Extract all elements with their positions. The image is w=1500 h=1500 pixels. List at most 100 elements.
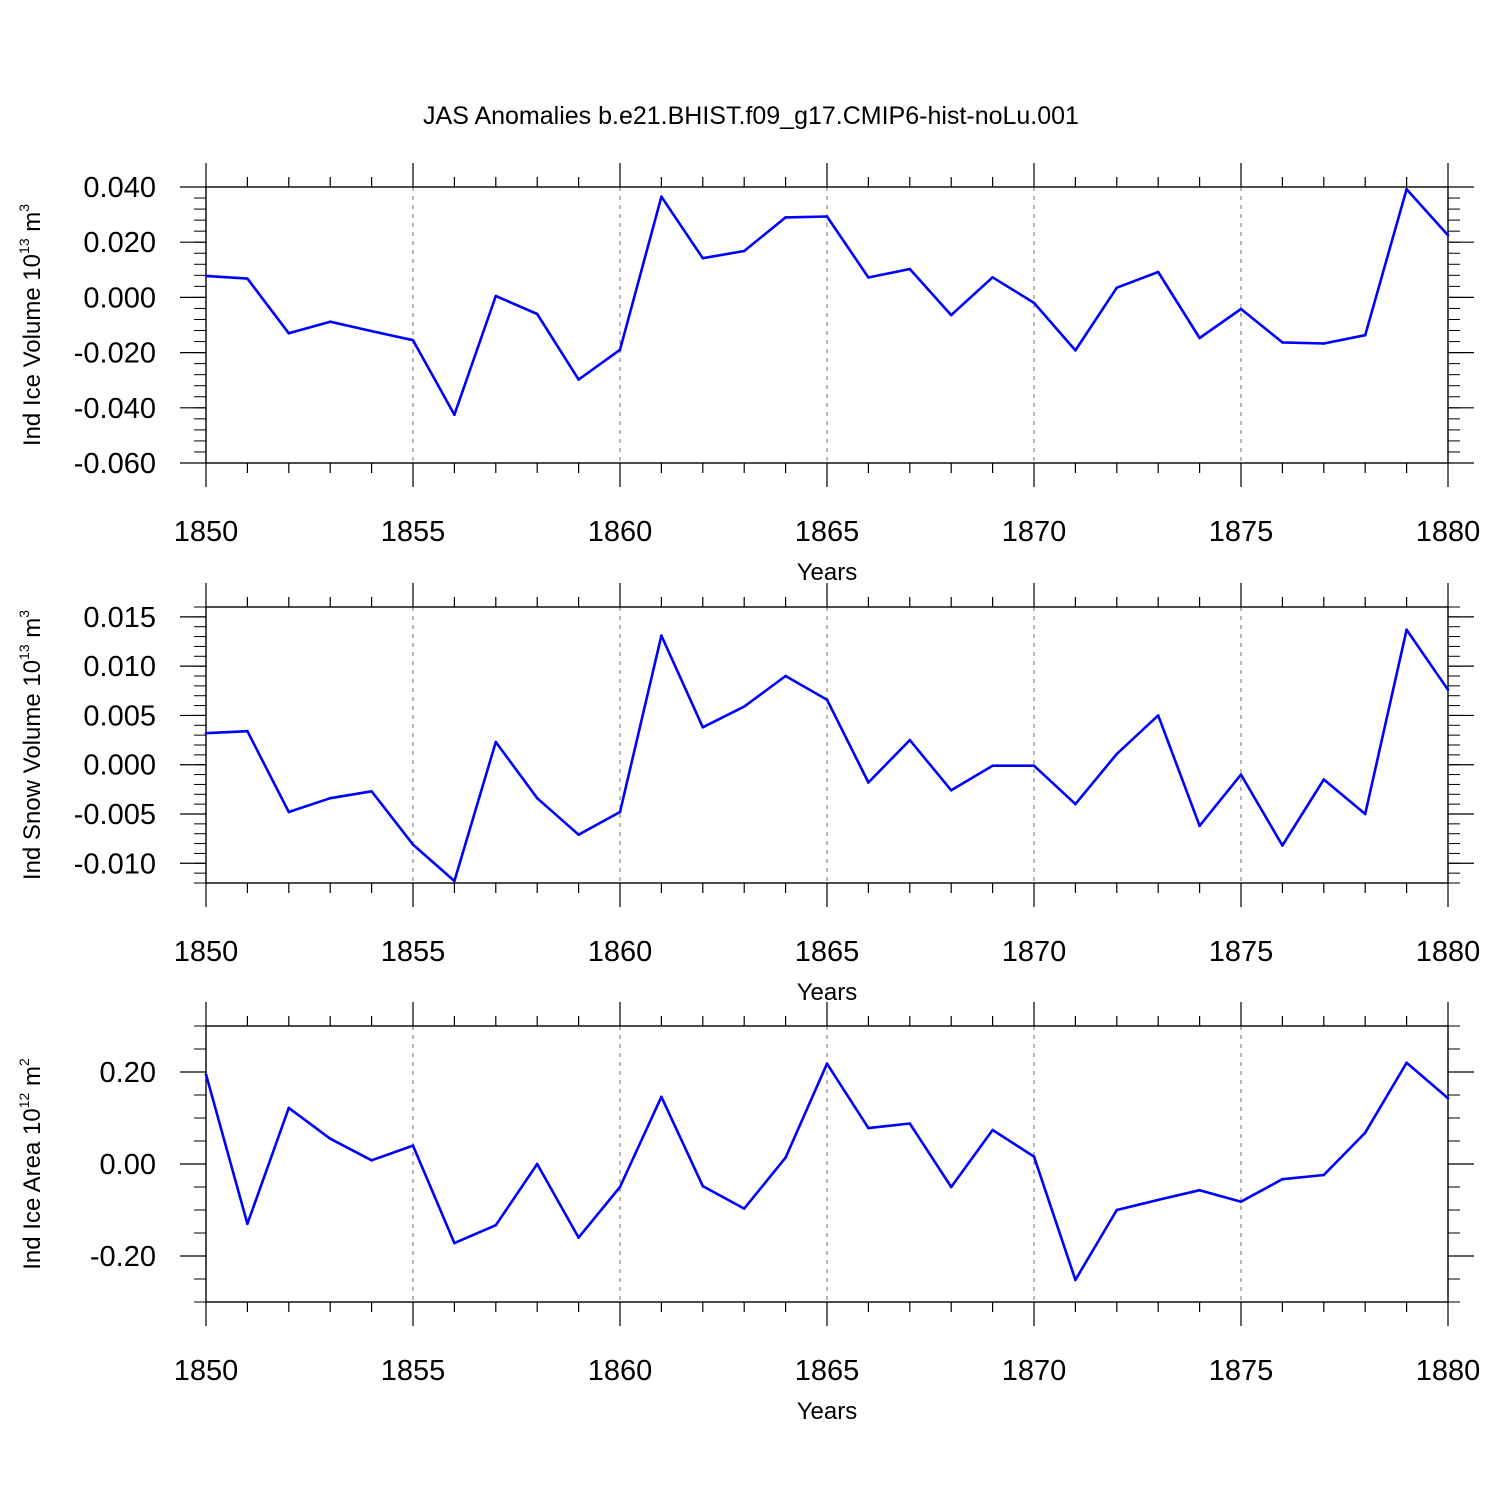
- data-point: [1032, 301, 1036, 305]
- y-axis-title: Ind Ice Volume 1013 m3: [16, 204, 46, 446]
- data-point: [1115, 752, 1119, 756]
- x-tick-label: 1855: [381, 936, 446, 968]
- data-point: [618, 810, 622, 814]
- data-point: [991, 275, 994, 279]
- x-tick-label: 1880: [1416, 1355, 1481, 1387]
- data-point: [1156, 1198, 1160, 1202]
- y-tick-label: 0.00: [100, 1149, 156, 1181]
- data-point: [1032, 764, 1036, 767]
- data-point: [287, 810, 291, 814]
- chart-title: JAS Anomalies b.e21.BHIST.f09_g17.CMIP6-…: [423, 102, 1079, 130]
- y-axis-unit-exponent: 3: [16, 610, 32, 618]
- data-point: [825, 1062, 829, 1066]
- y-axis-unit: m: [19, 1066, 46, 1093]
- data-point: [949, 789, 953, 792]
- data-point: [1198, 336, 1201, 340]
- data-point: [618, 1185, 622, 1189]
- data-point: [1363, 812, 1367, 816]
- data-point: [618, 348, 622, 352]
- data-point: [908, 1122, 912, 1125]
- y-tick-label: 0.005: [83, 700, 156, 732]
- y-tick-label: 0.015: [83, 602, 156, 634]
- data-point: [1239, 307, 1243, 311]
- snow-volume-panel: -0.010 -0.005 0.000 0.005 0.010 0.015 1850 1855…: [16, 583, 1480, 1006]
- x-tick-label: 1865: [795, 936, 860, 968]
- data-point: [784, 674, 787, 678]
- data-point: [535, 312, 539, 316]
- y-axis-unit-exponent: 2: [16, 1058, 32, 1066]
- y-tick-label: 0.000: [83, 282, 156, 314]
- data-point: [1405, 1061, 1408, 1065]
- data-point: [287, 331, 291, 335]
- data-point: [1156, 270, 1160, 274]
- data-point: [660, 195, 663, 198]
- data-point: [908, 267, 912, 271]
- x-tick-label: 1875: [1209, 516, 1274, 548]
- data-point: [825, 215, 829, 218]
- data-point: [825, 698, 829, 701]
- data-point: [867, 1126, 870, 1130]
- data-point: [328, 796, 332, 800]
- y-axis-title-text: Ind Ice Volume 10: [19, 254, 46, 446]
- data-point: [411, 338, 415, 342]
- data-point: [577, 833, 580, 836]
- data-point: [784, 216, 787, 219]
- data-point: [1115, 286, 1119, 290]
- y-tick-label: -0.040: [74, 393, 156, 425]
- data-point: [494, 294, 498, 298]
- data-point: [1198, 824, 1201, 828]
- data-point: [1446, 688, 1450, 692]
- x-tick-label: 1870: [1002, 516, 1067, 548]
- y-axis-title-text: Ind Ice Area 10: [19, 1108, 46, 1269]
- data-point: [370, 790, 373, 793]
- data-point: [577, 1236, 580, 1239]
- x-axis-title: Years: [797, 559, 858, 586]
- data-point: [1405, 628, 1408, 631]
- data-point: [411, 1144, 415, 1147]
- y-axis-exponent: 13: [16, 238, 32, 254]
- x-tick-label: 1860: [588, 936, 653, 968]
- data-point: [1446, 234, 1450, 237]
- data-point: [287, 1106, 291, 1110]
- y-axis-unit-exponent: 3: [16, 204, 32, 212]
- ice-volume-panel: -0.060 -0.040 -0.020 0.000 0.020 0.040 1850 185…: [16, 163, 1480, 586]
- data-point: [1281, 341, 1284, 344]
- x-tick-label: 1880: [1416, 936, 1481, 968]
- data-point: [867, 781, 870, 784]
- data-point: [246, 277, 249, 280]
- data-point: [1074, 802, 1077, 806]
- data-point: [1363, 1131, 1367, 1135]
- data-point: [660, 634, 663, 637]
- y-axis-unit: m: [19, 618, 46, 645]
- data-point: [1239, 773, 1243, 776]
- data-point: [1156, 714, 1160, 717]
- y-tick-label: 0.020: [83, 227, 156, 259]
- data-point: [908, 738, 912, 742]
- y-tick-label: 0.000: [83, 750, 156, 782]
- data-point: [1322, 342, 1326, 345]
- y-tick-label: 0.040: [83, 172, 156, 204]
- y-tick-label: -0.020: [74, 338, 156, 370]
- data-point: [867, 276, 870, 279]
- data-point: [1115, 1208, 1119, 1212]
- data-point: [1074, 1278, 1077, 1282]
- data-point: [949, 1185, 953, 1189]
- data-point: [370, 329, 373, 333]
- ice-area-panel: -0.20 0.00 0.20 1850 1855 1860 1865 1870 1875 188…: [16, 1002, 1480, 1425]
- data-point: [949, 313, 953, 317]
- data-point: [577, 378, 580, 381]
- x-tick-label: 1865: [795, 516, 860, 548]
- data-point: [535, 796, 539, 800]
- data-point: [742, 1207, 746, 1210]
- data-point: [453, 1241, 456, 1245]
- data-point: [1281, 1177, 1284, 1181]
- y-axis-exponent: 12: [16, 1093, 32, 1109]
- data-point: [991, 764, 994, 767]
- data-point: [204, 1073, 208, 1076]
- y-tick-label: -0.005: [74, 799, 156, 831]
- data-point: [453, 879, 456, 883]
- data-point: [701, 1184, 705, 1188]
- x-tick-label: 1875: [1209, 936, 1274, 968]
- y-tick-label: -0.20: [90, 1241, 156, 1273]
- x-axis-title: Years: [797, 979, 858, 1006]
